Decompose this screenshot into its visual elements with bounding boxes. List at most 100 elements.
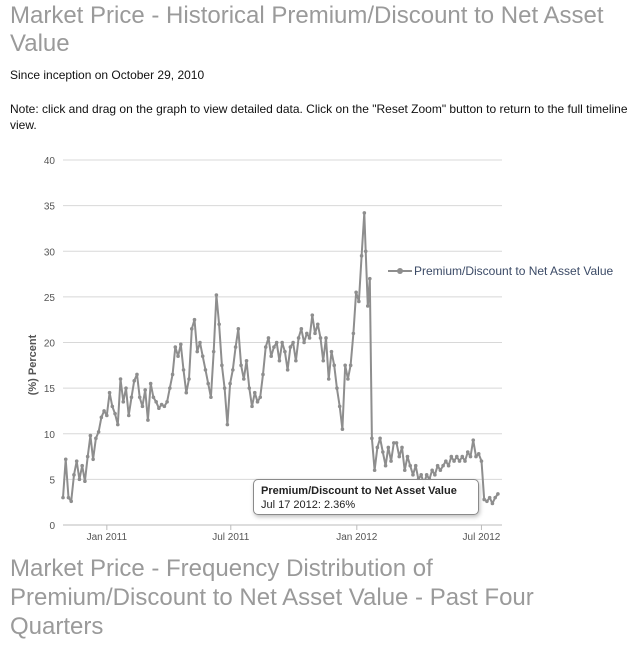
data-point[interactable] — [351, 331, 356, 336]
data-point[interactable] — [326, 377, 331, 381]
data-point[interactable] — [474, 454, 478, 459]
data-point[interactable] — [359, 254, 364, 258]
data-point[interactable] — [386, 445, 391, 450]
data-point[interactable] — [168, 386, 172, 390]
data-point[interactable] — [231, 368, 235, 372]
data-point[interactable] — [129, 395, 134, 400]
data-point[interactable] — [135, 372, 139, 377]
data-point[interactable] — [485, 499, 489, 504]
data-point[interactable] — [252, 390, 257, 395]
data-point[interactable] — [400, 445, 404, 450]
data-point[interactable] — [280, 340, 284, 345]
data-point[interactable] — [354, 290, 358, 295]
data-point[interactable] — [105, 413, 109, 418]
data-point[interactable] — [198, 340, 202, 345]
data-point[interactable] — [222, 386, 227, 390]
data-point[interactable] — [362, 211, 367, 215]
data-point[interactable] — [493, 495, 497, 500]
data-point[interactable] — [209, 395, 213, 400]
data-point[interactable] — [463, 459, 467, 463]
data-point[interactable] — [69, 499, 74, 504]
data-point[interactable] — [402, 468, 407, 473]
data-point[interactable] — [452, 459, 456, 463]
data-point[interactable] — [151, 395, 156, 400]
data-point[interactable] — [329, 349, 334, 354]
data-point[interactable] — [107, 390, 112, 395]
data-point[interactable] — [261, 372, 265, 377]
data-point[interactable] — [291, 340, 295, 345]
data-point[interactable] — [274, 340, 279, 345]
data-point[interactable] — [346, 377, 350, 381]
data-point[interactable] — [263, 345, 268, 349]
data-point[interactable] — [457, 459, 462, 463]
data-point[interactable] — [397, 454, 402, 459]
data-point[interactable] — [446, 463, 451, 468]
data-point[interactable] — [372, 468, 377, 473]
data-point[interactable] — [146, 418, 150, 422]
data-point[interactable] — [433, 473, 437, 477]
data-point[interactable] — [272, 345, 276, 349]
data-point[interactable] — [115, 422, 120, 427]
data-point[interactable] — [408, 463, 413, 468]
data-point[interactable] — [310, 313, 315, 317]
data-point[interactable] — [148, 381, 153, 386]
data-point[interactable] — [449, 454, 454, 459]
data-point[interactable] — [88, 433, 93, 438]
data-point[interactable] — [332, 363, 337, 368]
data-point[interactable] — [126, 413, 131, 418]
data-point[interactable] — [321, 358, 326, 363]
data-point[interactable] — [99, 415, 104, 420]
data-point[interactable] — [233, 345, 238, 349]
data-point[interactable] — [363, 249, 368, 254]
data-point[interactable] — [444, 459, 448, 463]
data-point[interactable] — [389, 459, 393, 463]
data-point[interactable] — [496, 492, 500, 496]
data-point[interactable] — [121, 400, 126, 404]
data-point[interactable] — [247, 386, 252, 390]
data-point[interactable] — [465, 450, 470, 454]
data-point[interactable] — [394, 441, 399, 445]
data-point[interactable] — [430, 468, 434, 473]
data-point[interactable] — [94, 436, 98, 441]
data-point[interactable] — [375, 445, 380, 450]
data-point[interactable] — [305, 331, 309, 336]
data-point[interactable] — [159, 402, 164, 407]
data-point[interactable] — [285, 368, 290, 372]
data-point[interactable] — [110, 404, 115, 409]
data-point[interactable] — [302, 340, 306, 345]
data-point[interactable] — [460, 454, 465, 459]
data-point[interactable] — [324, 336, 328, 340]
data-point[interactable] — [258, 395, 263, 400]
data-point[interactable] — [424, 473, 429, 477]
data-point[interactable] — [471, 438, 476, 442]
data-point[interactable] — [365, 304, 370, 308]
data-point[interactable] — [220, 363, 224, 368]
data-point[interactable] — [288, 345, 293, 349]
data-point[interactable] — [80, 463, 84, 468]
legend-label[interactable]: Premium/Discount to Net Asset Value — [414, 264, 614, 278]
data-point[interactable] — [294, 358, 298, 363]
data-point[interactable] — [214, 293, 219, 297]
data-point[interactable] — [124, 386, 128, 390]
data-point[interactable] — [269, 354, 273, 358]
data-point[interactable] — [74, 459, 79, 463]
data-point[interactable] — [165, 400, 169, 404]
data-point[interactable] — [132, 379, 137, 383]
data-point[interactable] — [102, 409, 106, 413]
data-point[interactable] — [184, 390, 189, 395]
data-point[interactable] — [83, 479, 87, 484]
data-point[interactable] — [239, 363, 243, 368]
data-point[interactable] — [405, 454, 410, 459]
data-point[interactable] — [266, 336, 271, 340]
data-point[interactable] — [438, 468, 443, 473]
data-point[interactable] — [162, 404, 167, 409]
data-point[interactable] — [217, 322, 221, 327]
data-point[interactable] — [225, 422, 230, 427]
data-point[interactable] — [296, 336, 301, 340]
data-point[interactable] — [181, 368, 186, 372]
data-point[interactable] — [340, 427, 345, 431]
data-point[interactable] — [200, 354, 205, 358]
data-point[interactable] — [411, 473, 415, 477]
data-point[interactable] — [378, 436, 382, 441]
